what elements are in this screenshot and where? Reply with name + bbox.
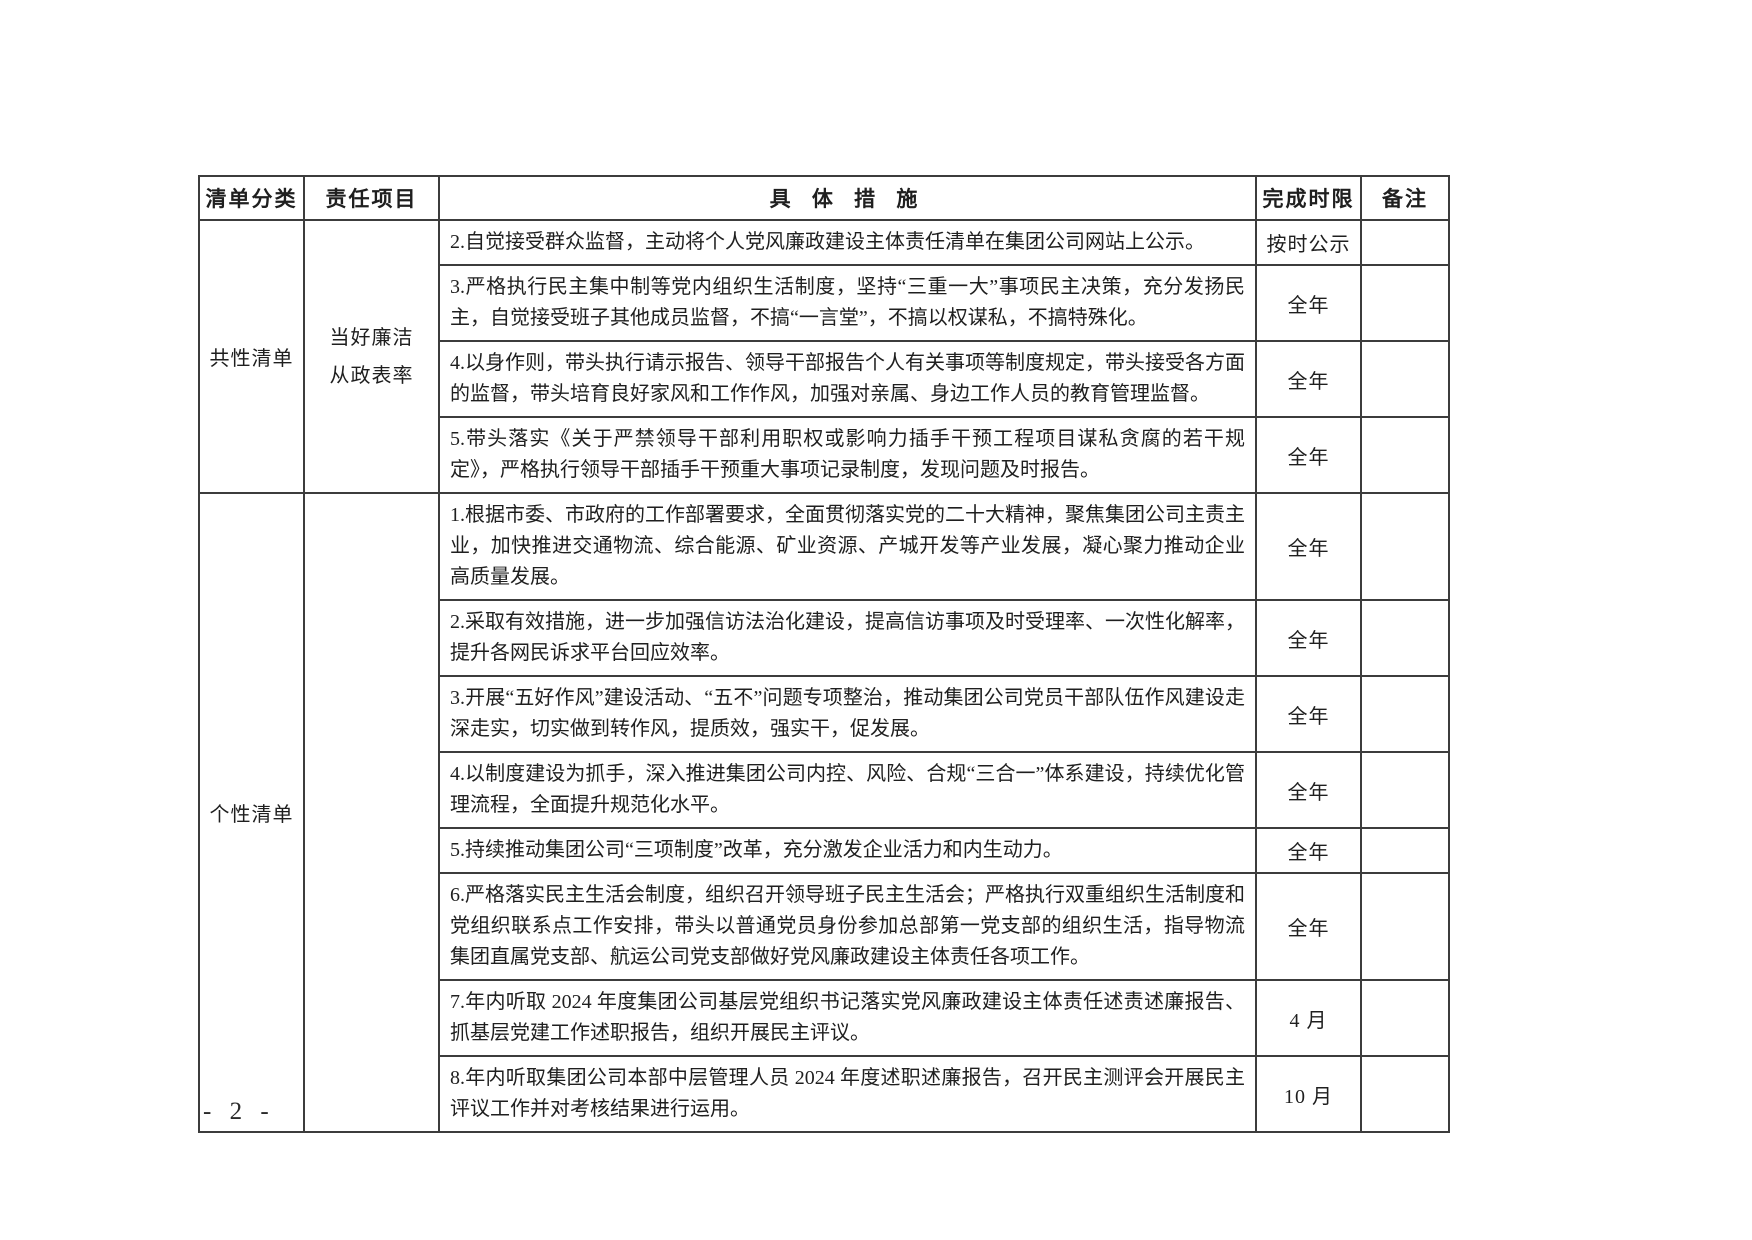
- deadline-cell: 全年: [1255, 675, 1362, 753]
- deadline-cell: 全年: [1255, 827, 1362, 874]
- table-row: 4.以身作则，带头执行请示报告、领导干部报告个人有关事项等制度规定，带头接受各方…: [199, 340, 1450, 418]
- column-header-responsibility: 责任项目: [303, 175, 440, 221]
- deadline-cell: 10 月: [1255, 1055, 1362, 1133]
- deadline-cell: 全年: [1255, 872, 1362, 981]
- table-row: 3.严格执行民主集中制等党内组织生活制度，坚持“三重一大”事项民主决策，充分发扬…: [199, 264, 1450, 342]
- measure-cell: 5.带头落实《关于严禁领导干部利用职权或影响力插手干预工程项目谋私贪腐的若干规定…: [438, 416, 1257, 494]
- remark-cell: [1360, 675, 1450, 753]
- responsibility-cell: 当好廉洁 从政表率: [303, 219, 440, 494]
- table-row: 7.年内听取 2024 年度集团公司基层党组织书记落实党风廉政建设主体责任述责述…: [199, 979, 1450, 1057]
- category-cell-common: 共性清单: [198, 219, 305, 494]
- remark-cell: [1360, 599, 1450, 677]
- measure-cell: 4.以身作则，带头执行请示报告、领导干部报告个人有关事项等制度规定，带头接受各方…: [438, 340, 1257, 418]
- measure-cell: 5.持续推动集团公司“三项制度”改革，充分激发企业活力和内生动力。: [438, 827, 1257, 874]
- remark-cell: [1360, 979, 1450, 1057]
- table-row: 2.采取有效措施，进一步加强信访法治化建设，提高信访事项及时受理率、一次性化解率…: [199, 599, 1450, 677]
- measure-cell: 6.严格落实民主生活会制度，组织召开领导班子民主生活会；严格执行双重组织生活制度…: [438, 872, 1257, 981]
- deadline-cell: 全年: [1255, 340, 1362, 418]
- table-row: 5.带头落实《关于严禁领导干部利用职权或影响力插手干预工程项目谋私贪腐的若干规定…: [199, 416, 1450, 494]
- remark-cell: [1360, 219, 1450, 266]
- remark-cell: [1360, 751, 1450, 829]
- deadline-cell: 全年: [1255, 416, 1362, 494]
- remark-cell: [1360, 827, 1450, 874]
- table-row: 8.年内听取集团公司本部中层管理人员 2024 年度述职述廉报告，召开民主测评会…: [199, 1055, 1450, 1133]
- measure-cell: 7.年内听取 2024 年度集团公司基层党组织书记落实党风廉政建设主体责任述责述…: [438, 979, 1257, 1057]
- table-row: 6.严格落实民主生活会制度，组织召开领导班子民主生活会；严格执行双重组织生活制度…: [199, 872, 1450, 981]
- column-header-deadline: 完成时限: [1255, 175, 1362, 221]
- remark-cell: [1360, 492, 1450, 601]
- responsibility-line: 从政表率: [329, 364, 414, 387]
- table-row: 5.持续推动集团公司“三项制度”改革，充分激发企业活力和内生动力。 全年: [199, 827, 1450, 874]
- measure-cell: 4.以制度建设为抓手，深入推进集团公司内控、风险、合规“三合一”体系建设，持续优…: [438, 751, 1257, 829]
- deadline-cell: 全年: [1255, 492, 1362, 601]
- remark-cell: [1360, 264, 1450, 342]
- measure-cell: 2.采取有效措施，进一步加强信访法治化建设，提高信访事项及时受理率、一次性化解率…: [438, 599, 1257, 677]
- table-header-row: 清单分类 责任项目 具 体 措 施 完成时限 备注: [198, 175, 1450, 221]
- table-row: 个性清单 1.根据市委、市政府的工作部署要求，全面贯彻落实党的二十大精神，聚焦集…: [198, 492, 1450, 1133]
- deadline-cell: 4 月: [1255, 979, 1362, 1057]
- deadline-cell: 全年: [1255, 751, 1362, 829]
- deadline-cell: 全年: [1255, 264, 1362, 342]
- table-row: 共性清单 当好廉洁 从政表率 2.自觉接受群众监督，主动将个人党风廉政建设主体责…: [198, 219, 1450, 494]
- column-header-category: 清单分类: [198, 175, 305, 221]
- table-row: 4.以制度建设为抓手，深入推进集团公司内控、风险、合规“三合一”体系建设，持续优…: [199, 751, 1450, 829]
- measure-cell: 3.严格执行民主集中制等党内组织生活制度，坚持“三重一大”事项民主决策，充分发扬…: [438, 264, 1257, 342]
- deadline-cell: 按时公示: [1255, 219, 1362, 266]
- responsibility-cell-empty: [303, 492, 440, 1133]
- measure-cell: 3.开展“五好作风”建设活动、“五不”问题专项整治，推动集团公司党员干部队伍作风…: [438, 675, 1257, 753]
- column-header-measure: 具 体 措 施: [438, 175, 1257, 221]
- column-header-remark: 备注: [1360, 175, 1450, 221]
- deadline-cell: 全年: [1255, 599, 1362, 677]
- table-row: 3.开展“五好作风”建设活动、“五不”问题专项整治，推动集团公司党员干部队伍作风…: [199, 675, 1450, 753]
- category-cell-individual: 个性清单: [198, 492, 305, 1133]
- page-number: - 2 -: [203, 1098, 275, 1125]
- remark-cell: [1360, 872, 1450, 981]
- measure-cell: 1.根据市委、市政府的工作部署要求，全面贯彻落实党的二十大精神，聚焦集团公司主责…: [438, 492, 1257, 601]
- responsibility-line: 当好廉洁: [329, 326, 414, 349]
- remark-cell: [1360, 1055, 1450, 1133]
- responsibility-list-table: 清单分类 责任项目 具 体 措 施 完成时限 备注 共性清单 当好廉洁 从政表率…: [198, 175, 1450, 1133]
- measure-cell: 8.年内听取集团公司本部中层管理人员 2024 年度述职述廉报告，召开民主测评会…: [438, 1055, 1257, 1133]
- remark-cell: [1360, 340, 1450, 418]
- remark-cell: [1360, 416, 1450, 494]
- measure-cell: 2.自觉接受群众监督，主动将个人党风廉政建设主体责任清单在集团公司网站上公示。: [438, 219, 1257, 266]
